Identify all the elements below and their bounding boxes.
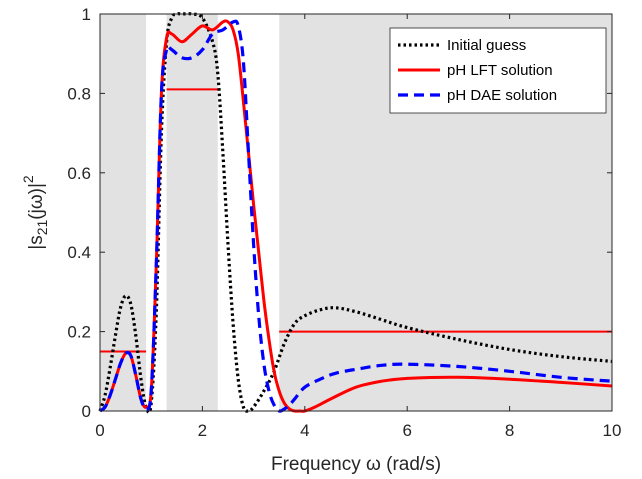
x-tick-label: 6 <box>402 421 411 440</box>
shaded-band-2 <box>166 14 218 411</box>
series-line-initial-guess <box>98 12 613 415</box>
y-axis-label: |s21(jω)|2 <box>20 175 50 250</box>
y-tick-label: 0.8 <box>67 84 91 103</box>
y-tick-label: 0.6 <box>67 164 91 183</box>
series-line-ph-dae-solution <box>99 19 613 413</box>
legend-label: Initial guess <box>447 37 526 54</box>
y-tick-label: 1 <box>82 5 91 24</box>
legend: Initial guess pH LFT solution pH DAE solut… <box>389 27 607 114</box>
y-tick-label: 0.4 <box>67 243 91 262</box>
shaded-band-1 <box>100 14 147 411</box>
x-tick-label: 0 <box>95 421 104 440</box>
legend-label: pH LFT solution <box>447 62 553 79</box>
series-lines <box>98 12 613 415</box>
x-axis-label: Frequency ω (rad/s) <box>271 454 441 475</box>
x-tick-label: 8 <box>505 421 514 440</box>
x-tick-label: 10 <box>603 421 622 440</box>
plot-area-border <box>99 13 613 412</box>
y-tick-label: 0.2 <box>67 323 91 342</box>
x-tick-label: 2 <box>198 421 207 440</box>
x-tick-label: 4 <box>300 421 309 440</box>
axis-ticks: 0 2 4 6 8 10 0 0.2 0.4 0.6 0.8 1 <box>67 5 621 440</box>
y-tick-label: 0 <box>82 402 91 421</box>
legend-label: pH DAE solution <box>447 87 557 104</box>
